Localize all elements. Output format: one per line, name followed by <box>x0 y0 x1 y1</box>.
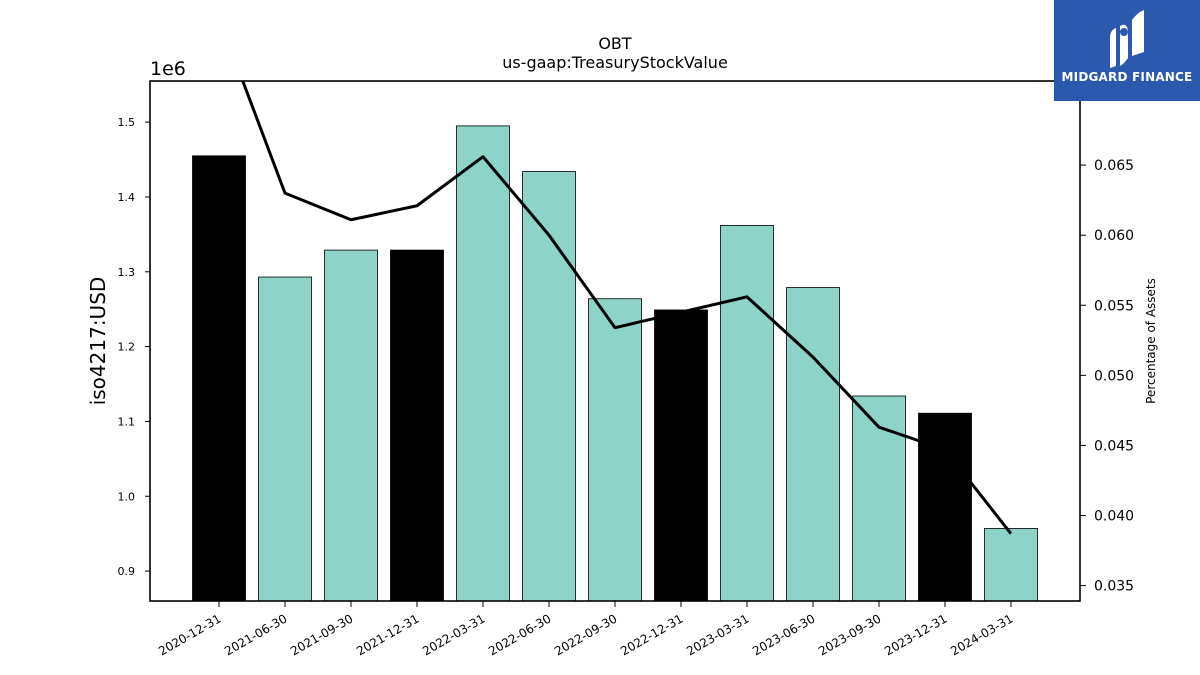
y-tick-label: 1.5 <box>118 116 136 129</box>
y-tick-label: 1.4 <box>118 191 136 204</box>
bar-2022-03-31 <box>456 125 510 602</box>
y-tick-label: 1.3 <box>118 266 136 279</box>
y2-tick-label: 0.045 <box>1094 438 1134 454</box>
brand-name: MIDGARD FINANCE <box>1061 70 1193 84</box>
x-tick-label: 2022-03-31 <box>420 611 487 658</box>
bar-2023-09-30 <box>852 395 906 602</box>
y2-tick-label: 0.035 <box>1094 579 1134 595</box>
bar-2021-12-31 <box>390 249 444 602</box>
y2-tick-label: 0.055 <box>1094 298 1134 314</box>
bar-2024-03-31 <box>984 528 1038 602</box>
bar-2023-12-31 <box>918 412 972 602</box>
x-tick-label: 2022-09-30 <box>552 611 619 658</box>
x-tick-label: 2021-09-30 <box>288 611 355 658</box>
y-axis-label: iso4217:USD <box>86 277 110 406</box>
bar-2023-06-30 <box>786 287 840 602</box>
brand-logo: MIDGARD FINANCE <box>1054 0 1200 101</box>
y-tick-label: 1.1 <box>118 415 136 428</box>
bar-2021-09-30 <box>324 249 378 602</box>
y-axis-offset-label: 1e6 <box>150 58 186 80</box>
bar-2022-06-30 <box>522 171 576 602</box>
x-tick-label: 2022-06-30 <box>486 611 553 658</box>
bar-2020-12-31 <box>192 155 246 602</box>
x-tick-label: 2021-06-30 <box>222 611 289 658</box>
chart-title: OBT <box>598 34 632 53</box>
y2-tick-label: 0.040 <box>1094 509 1134 525</box>
plot-frame <box>149 80 1081 602</box>
bar-2022-09-30 <box>588 298 642 602</box>
midgard-m-mark-icon <box>1110 10 1144 68</box>
x-tick-label: 2020-12-31 <box>156 611 223 658</box>
y-tick-label: 0.9 <box>118 565 136 578</box>
x-tick-label: 2022-12-31 <box>618 611 685 658</box>
percentage-of-assets-line <box>241 81 1013 535</box>
y2-tick-label: 0.065 <box>1094 158 1134 174</box>
y2-tick-label: 0.050 <box>1094 368 1134 384</box>
x-tick-label: 2023-06-30 <box>750 611 817 658</box>
y-tick-label: 1.2 <box>118 341 136 354</box>
x-tick-label: 2023-09-30 <box>816 611 883 658</box>
bar-2023-03-31 <box>720 225 774 602</box>
y2-tick-label: 0.060 <box>1094 228 1134 244</box>
bar-2021-06-30 <box>258 276 312 602</box>
x-tick-label: 2021-12-31 <box>354 611 421 658</box>
x-tick-label: 2023-12-31 <box>882 611 949 658</box>
y2-axis-label: Percentage of Assets <box>1144 278 1158 404</box>
x-tick-label: 2024-03-31 <box>948 611 1015 658</box>
bar-2022-12-31 <box>654 309 708 602</box>
x-tick-label: 2023-03-31 <box>684 611 751 658</box>
y-tick-label: 1.0 <box>118 490 136 503</box>
chart-subtitle: us-gaap:TreasuryStockValue <box>502 53 728 72</box>
